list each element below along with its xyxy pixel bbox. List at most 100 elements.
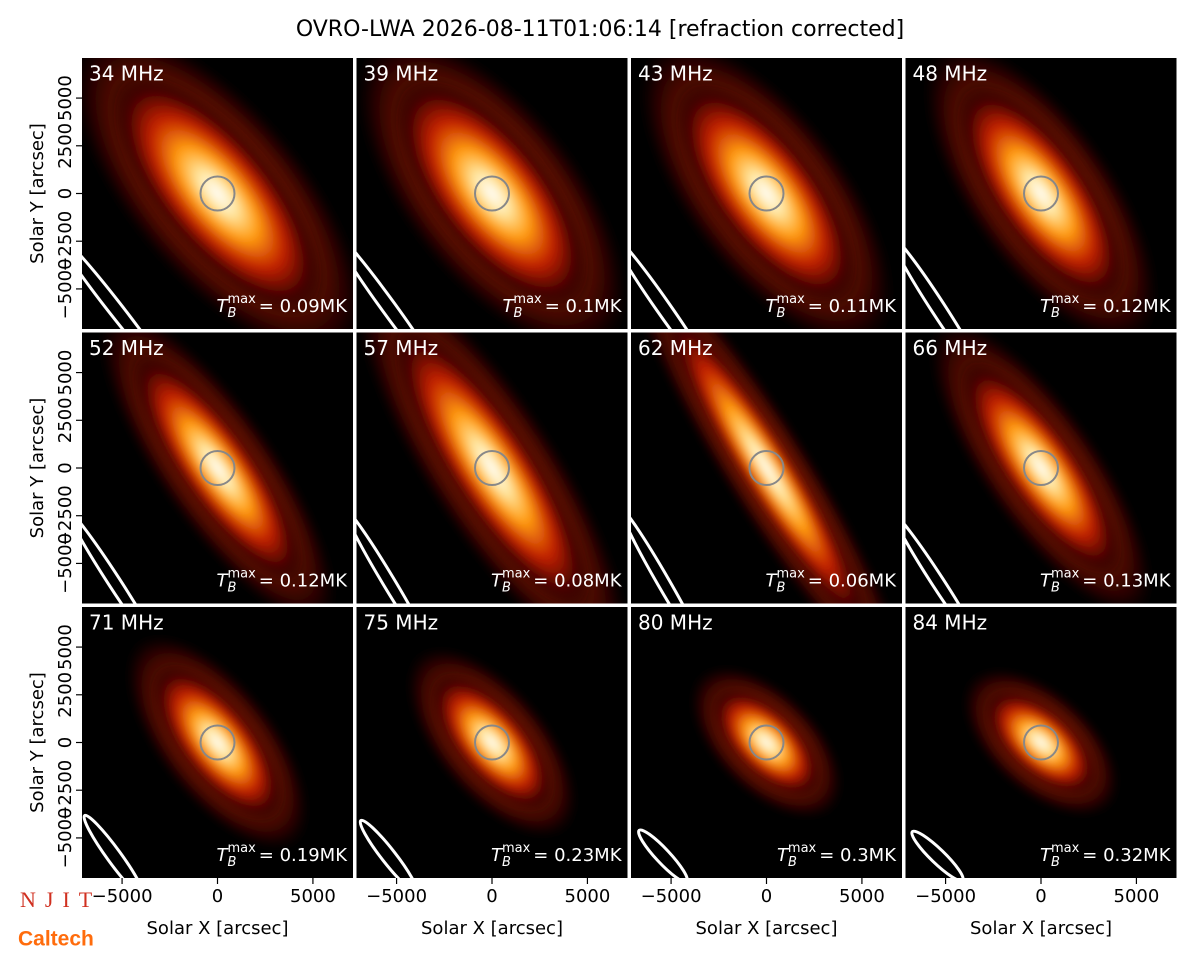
tb-max-label: TBmax = 0.06MK [766,566,898,595]
tb-part: B [228,580,237,595]
y-tick-label: 2500 [55,397,76,443]
panel [905,332,1177,604]
x-tick-label: −5000 [915,886,976,907]
beam [358,818,419,878]
emission [955,83,1127,304]
tb-max-label: TBmax = 0.19MK [217,841,349,870]
x-tick-label: −5000 [641,886,702,907]
solar-disk [474,175,510,212]
beam [356,507,435,604]
emission [959,359,1123,577]
tb-part: = 0.19MK [259,845,348,866]
panel [905,607,1177,878]
solar-disk [748,724,785,761]
tb-max-label: TBmax = 0.12MK [217,566,349,595]
frequency-label: 43 MHz [638,62,713,86]
y-tick-label: −2500 [55,760,76,821]
tb-part: = 0.08MK [533,571,622,592]
beam [82,813,146,878]
panel [82,332,353,604]
tb-part: T [491,571,504,592]
solar-disk [748,450,785,486]
y-tick-label: 0 [55,188,76,199]
x-tick-label: 5000 [1114,886,1160,907]
beam [910,829,965,878]
emission [711,687,822,798]
y-axis-label: Solar Y [arcsec] [27,398,48,539]
solar-disk [1023,724,1059,761]
tb-max-label: TBmax = 0.08MK [491,566,623,595]
y-tick-label: 2500 [55,672,76,718]
tb-part: = 0.13MK [1082,571,1171,592]
tb-max-label: TBmax = 0.09MK [217,292,349,321]
emission [662,332,871,604]
beam [82,230,175,329]
tb-part: B [777,306,786,321]
solar-disk [199,175,236,212]
tb-part: T [766,296,779,317]
tb-part: T [217,296,230,317]
tb-part: = 0.12MK [259,571,348,592]
tb-max-label: TBmax = 0.3MK [777,841,897,870]
frequency-label: 57 MHz [364,336,439,360]
y-tick-label: −5000 [55,807,76,868]
logo-caltech: Caltech [18,928,94,951]
solar-disk [474,724,510,761]
tb-part: B [788,855,797,870]
y-axis-label: Solar Y [arcsec] [27,123,48,264]
tb-max-label: TBmax = 0.11MK [766,292,898,321]
tb-part: B [502,855,511,870]
emission [110,72,325,315]
beam [631,231,717,329]
frequency-label: 80 MHz [638,611,713,635]
tb-part: = 0.23MK [533,845,622,866]
panel [82,58,353,329]
tb-part: = 0.32MK [1082,845,1171,866]
frequency-label: 71 MHz [89,611,164,635]
panel [356,332,628,604]
tb-part: T [1040,296,1053,317]
tb-part: T [217,571,230,592]
solar-disk [199,724,236,761]
y-tick-label: −5000 [55,533,76,594]
y-tick-label: 2500 [55,123,76,169]
figure-title: OVRO-LWA 2026-08-11T01:06:14 [refraction… [296,17,904,42]
panel [631,58,902,329]
tb-part: T [1040,571,1053,592]
panel [631,607,902,878]
tb-part: max [227,566,256,581]
tb-part: = 0.3MK [819,845,897,866]
x-tick-label: 0 [486,886,497,907]
tb-part: = 0.1MK [545,296,623,317]
x-axis-label: Solar X [arcsec] [970,918,1112,939]
x-tick-label: 5000 [565,886,611,907]
tb-part: max [502,566,531,581]
tb-part: max [227,292,256,307]
tb-part: B [1051,580,1060,595]
tb-part: max [1051,841,1080,856]
emission [130,351,305,585]
panel [356,607,628,878]
y-tick-label: 5000 [55,624,76,670]
panel [631,332,902,604]
x-tick-label: 5000 [290,886,336,907]
tb-part: max [776,566,805,581]
tb-part: max [1051,566,1080,581]
tb-part: T [502,296,515,317]
y-tick-label: 5000 [55,350,76,396]
emission [983,688,1099,797]
beam [82,508,163,604]
frequency-label: 62 MHz [638,336,713,360]
frequency-label: 39 MHz [364,62,439,86]
x-tick-label: 0 [212,886,223,907]
tb-part: = 0.09MK [259,296,348,317]
logo-njit: NJIT [20,887,101,912]
solar-disk [748,175,785,212]
tb-part: B [228,306,237,321]
tb-part: = 0.06MK [808,571,897,592]
x-tick-label: 0 [1035,886,1046,907]
tb-part: T [766,571,779,592]
x-tick-label: 5000 [839,886,885,907]
tb-part: T [1040,845,1053,866]
